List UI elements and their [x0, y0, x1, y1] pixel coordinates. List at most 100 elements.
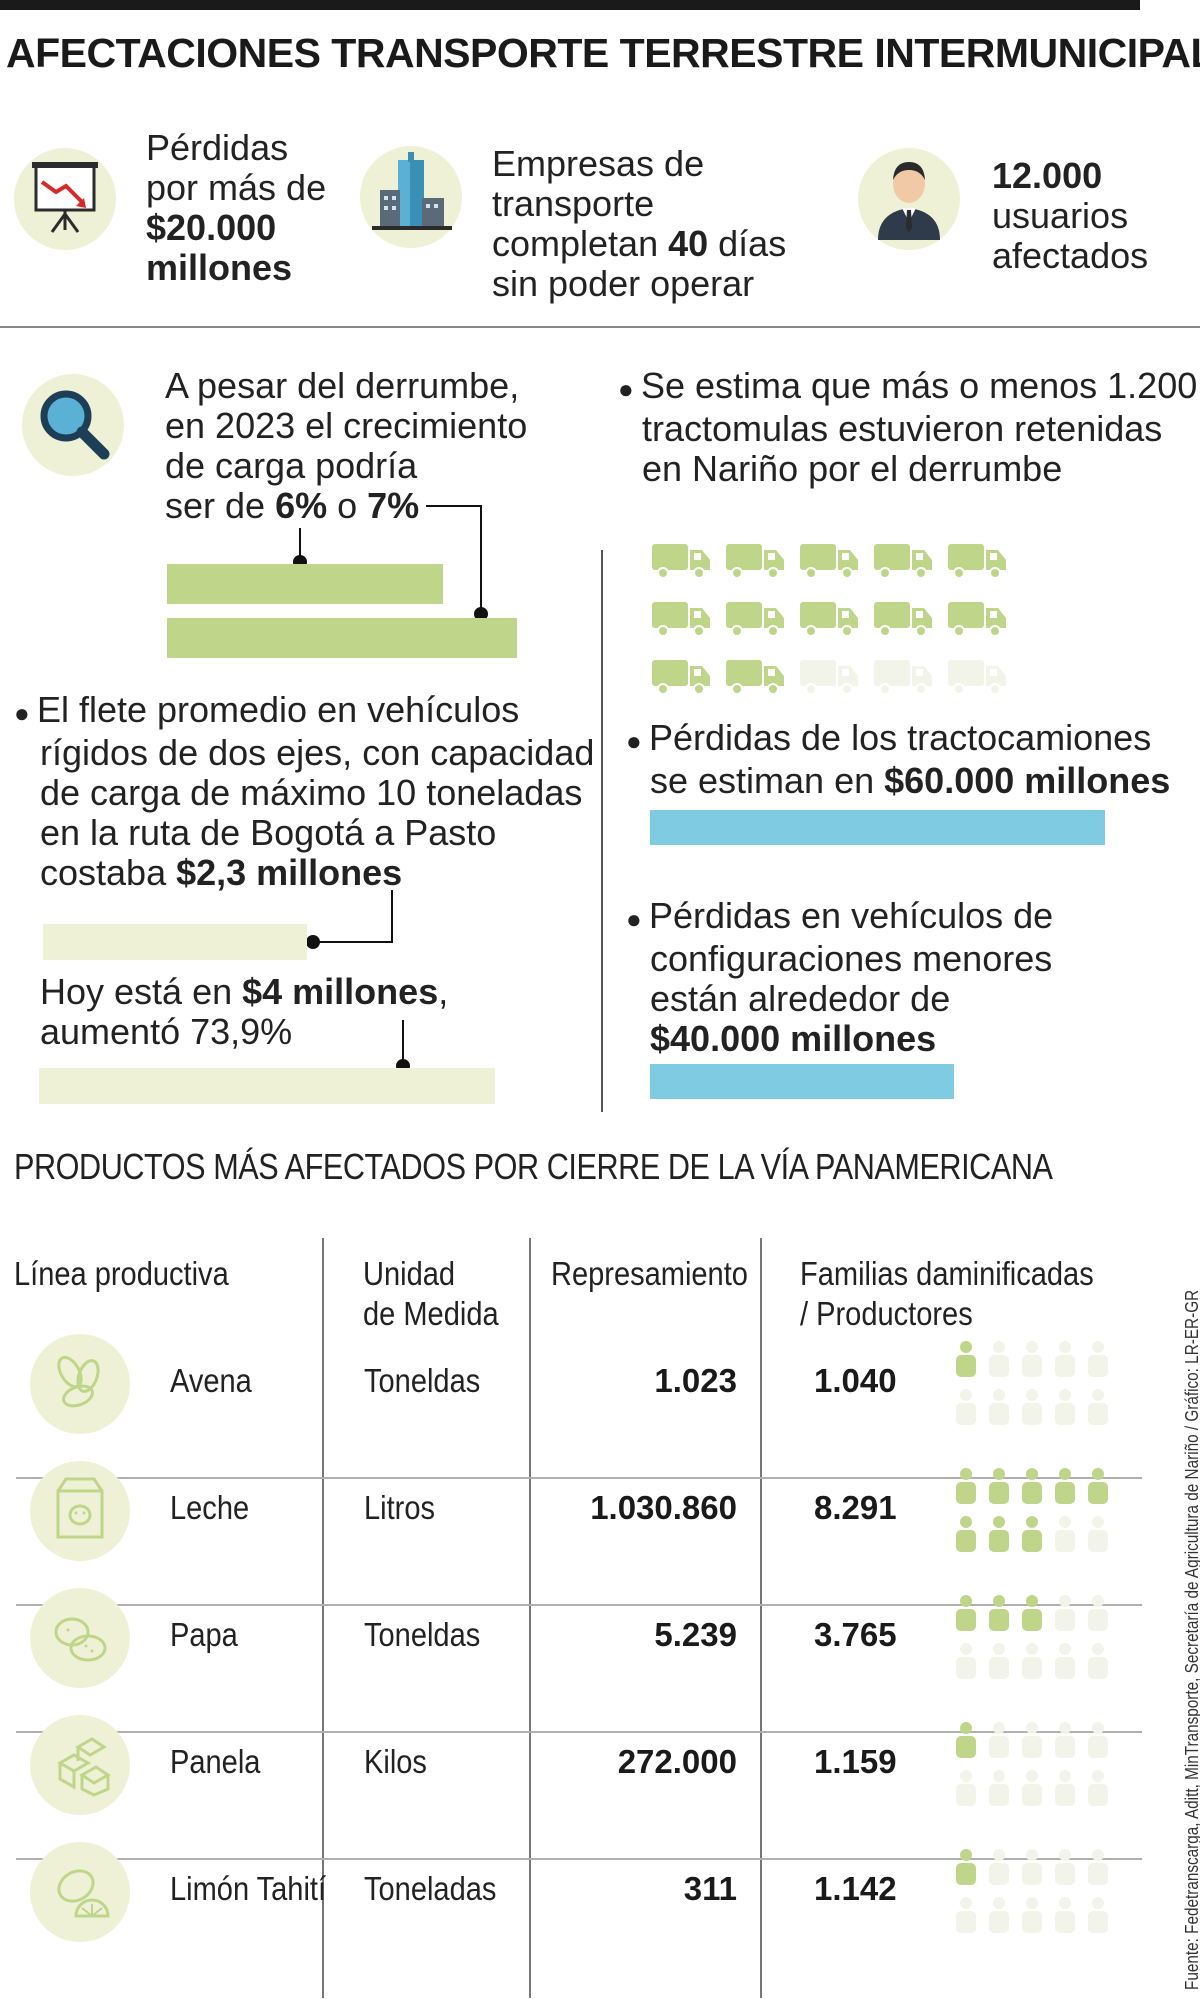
truck-icon	[798, 598, 860, 638]
person-icon	[988, 1848, 1010, 1886]
growth-7-connector-h	[426, 505, 481, 507]
person-icon	[955, 1515, 977, 1553]
small-losses-text: ● Pérdidas en vehículos de configuracion…	[626, 895, 1054, 1059]
person-icon	[955, 1388, 977, 1426]
person-icon	[1054, 1896, 1076, 1934]
table-row-divider	[16, 1731, 1142, 1733]
oat-icon	[30, 1334, 130, 1434]
truck-icon-grid	[650, 540, 1010, 696]
product-name: Papa	[170, 1616, 238, 1653]
person-icon	[1087, 1340, 1109, 1378]
product-name: Panela	[170, 1743, 261, 1780]
person-icon	[955, 1769, 977, 1807]
person-icon	[1054, 1515, 1076, 1553]
truck-losses-bar	[650, 810, 1105, 845]
unit-value: Toneldas	[364, 1362, 481, 1399]
person-icon	[988, 1467, 1010, 1505]
person-icon	[988, 1642, 1010, 1680]
freight-before-connector-h	[312, 941, 393, 943]
families-value: 8.291	[814, 1489, 897, 1526]
person-icon	[1021, 1896, 1043, 1934]
person-icon	[955, 1467, 977, 1505]
person-icon	[988, 1594, 1010, 1632]
bullet-icon: ●	[14, 698, 37, 728]
divider	[0, 326, 1200, 328]
losses-stat: Pérdidas por más de $20.000 millones	[146, 127, 327, 288]
truck-icon	[872, 540, 934, 580]
person-icon	[955, 1642, 977, 1680]
people-icon-grid	[955, 1594, 1109, 1680]
families-value: 1.040	[814, 1362, 897, 1399]
table-column-divider	[529, 1238, 531, 1998]
growth-6-connector	[299, 528, 301, 562]
represamiento-value: 311	[683, 1870, 737, 1907]
table-column-divider	[760, 1238, 762, 1998]
product-name: Avena	[170, 1362, 252, 1399]
represamiento-value: 1.030.860	[590, 1489, 737, 1526]
header-represamiento: Represamiento	[551, 1255, 748, 1292]
person-icon	[1021, 1769, 1043, 1807]
person-icon	[1021, 1642, 1043, 1680]
person-icon	[1021, 1721, 1043, 1759]
milk-carton-icon	[30, 1461, 130, 1561]
unit-value: Litros	[364, 1489, 436, 1526]
truck-icon	[798, 656, 860, 696]
represamiento-value: 1.023	[654, 1362, 737, 1399]
panela-icon	[30, 1715, 130, 1815]
person-icon	[1054, 1594, 1076, 1632]
truck-losses-text: ● Pérdidas de los tractocamiones se esti…	[626, 717, 1171, 801]
businessman-icon	[858, 148, 960, 250]
person-icon	[1054, 1848, 1076, 1886]
growth-text: A pesar del derrumbe, en 2023 el crecimi…	[165, 365, 528, 526]
person-icon	[1021, 1594, 1043, 1632]
truck-icon	[946, 598, 1008, 638]
freight-before-bar	[43, 924, 307, 960]
freight-text: ● El flete promedio en vehículos rígidos…	[14, 689, 595, 893]
person-icon	[1087, 1642, 1109, 1680]
unit-value: Toneladas	[364, 1870, 497, 1907]
table-row-divider	[16, 1858, 1142, 1860]
lemon-icon	[30, 1842, 130, 1942]
table-row-divider	[16, 1604, 1142, 1606]
person-icon	[955, 1896, 977, 1934]
growth-7-bar	[167, 618, 517, 658]
truck-icon	[724, 656, 786, 696]
header-unit: Unidad de Medida	[363, 1255, 499, 1332]
freight-after-bar	[39, 1068, 495, 1104]
table-row-divider	[16, 1477, 1142, 1479]
growth-7-connector-v	[480, 505, 482, 611]
truck-icon	[798, 540, 860, 580]
bullet-icon: ●	[626, 726, 649, 756]
person-icon	[1087, 1896, 1109, 1934]
people-icon-grid	[955, 1848, 1109, 1934]
person-icon	[988, 1340, 1010, 1378]
person-icon	[955, 1721, 977, 1759]
product-name: Leche	[170, 1489, 250, 1526]
table-title: PRODUCTOS MÁS AFECTADOS POR CIERRE DE LA…	[14, 1146, 1053, 1187]
person-icon	[1087, 1848, 1109, 1886]
product-name: Limón Tahití	[170, 1870, 327, 1907]
header-line-productiva: Línea productiva	[14, 1255, 229, 1292]
chart-icon	[14, 148, 116, 250]
source-note: Fuente: Fedetranscarga, Aditt, MinTransp…	[1182, 1289, 1200, 1990]
person-icon	[1087, 1388, 1109, 1426]
person-icon	[1054, 1769, 1076, 1807]
truck-icon	[650, 598, 712, 638]
person-icon	[1021, 1515, 1043, 1553]
represamiento-value: 272.000	[617, 1743, 737, 1780]
people-icon-grid	[955, 1721, 1109, 1807]
person-icon	[1087, 1769, 1109, 1807]
column-divider	[601, 550, 603, 1112]
person-icon	[1054, 1642, 1076, 1680]
freight-after-connector	[402, 1020, 404, 1066]
freight-before-connector-v	[391, 890, 393, 942]
table-column-divider	[322, 1238, 324, 1998]
truck-icon	[650, 656, 712, 696]
person-icon	[1087, 1594, 1109, 1632]
growth-6-bar	[167, 564, 443, 604]
truck-icon	[872, 598, 934, 638]
truck-icon	[724, 540, 786, 580]
growth-7-marker	[474, 607, 488, 621]
people-icon-grid	[955, 1467, 1109, 1553]
person-icon	[1021, 1848, 1043, 1886]
